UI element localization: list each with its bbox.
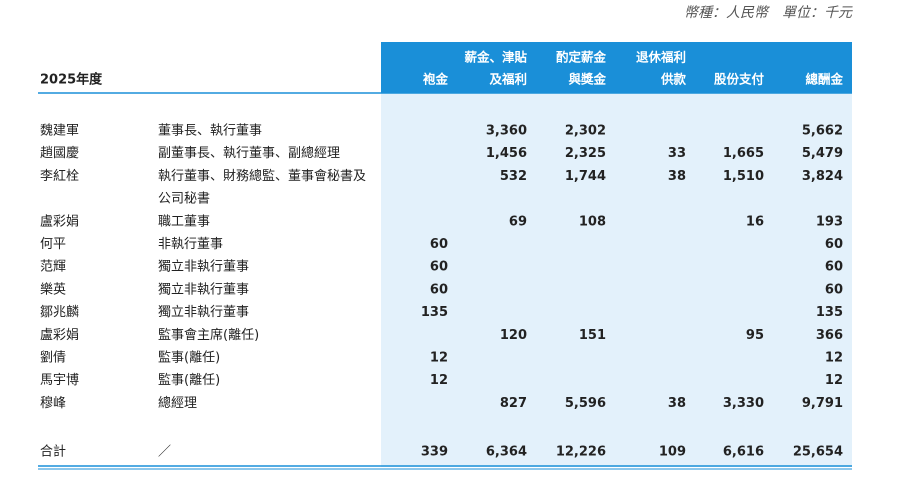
person-name: 合計 xyxy=(40,444,66,460)
amount: 2,302 xyxy=(565,124,606,139)
amount: 5,596 xyxy=(565,396,606,411)
amount: 38 xyxy=(668,396,686,411)
amount: 5,662 xyxy=(802,124,843,139)
role: 副董事長、執行董事、副總經理 xyxy=(158,145,340,161)
amount: 2,325 xyxy=(565,146,606,161)
amount: 109 xyxy=(659,445,686,460)
role: 職工董事 xyxy=(158,214,210,229)
person-name: 盧彩娟 xyxy=(40,214,79,229)
amount: 33 xyxy=(668,146,686,161)
person-name: 穆峰 xyxy=(40,396,66,411)
amount: 532 xyxy=(500,169,527,184)
role: 總經理 xyxy=(158,395,197,411)
role: 董事長、執行董事 xyxy=(158,123,262,139)
role: 監事會主席(離任) xyxy=(158,327,259,343)
currency-note: 幣種：人民幣 單位：千元 xyxy=(684,5,853,21)
person-name: 李紅栓 xyxy=(40,169,79,184)
role: 公司秘書 xyxy=(158,192,210,207)
role: 監事(離任) xyxy=(158,372,220,388)
person-name: 何平 xyxy=(40,236,66,252)
amount: 108 xyxy=(579,214,606,229)
amount: 38 xyxy=(668,169,686,184)
amount: 60 xyxy=(825,260,843,275)
amount: 339 xyxy=(421,445,448,460)
column-header: 供款 xyxy=(660,72,687,87)
amount: 12 xyxy=(825,373,843,388)
amount: 3,824 xyxy=(802,169,843,184)
person-name: 范輝 xyxy=(40,260,66,275)
amount: 135 xyxy=(816,305,843,320)
amount: 95 xyxy=(746,328,764,343)
role: 非執行董事 xyxy=(158,236,223,252)
amount: 3,360 xyxy=(486,124,527,139)
person-name: 鄒兆麟 xyxy=(40,304,79,320)
amount: 135 xyxy=(421,305,448,320)
amount: 60 xyxy=(430,260,448,275)
amount: 1,665 xyxy=(723,146,764,161)
amount: 6,364 xyxy=(486,445,527,460)
amount: 1,744 xyxy=(565,169,606,184)
column-header: 酌定薪金 xyxy=(556,50,607,65)
amount: 5,479 xyxy=(802,146,843,161)
person-name: 樂英 xyxy=(40,281,66,297)
person-name: 魏建軍 xyxy=(40,124,79,139)
column-shade xyxy=(381,93,852,467)
amount: 9,791 xyxy=(802,396,843,411)
amount: 366 xyxy=(816,328,843,343)
amount: 60 xyxy=(825,237,843,252)
amount: 60 xyxy=(430,282,448,297)
amount: 12 xyxy=(430,351,448,366)
column-header: 股份支付 xyxy=(714,72,765,87)
header-band xyxy=(381,42,852,93)
amount: 12 xyxy=(825,351,843,366)
amount: 6,616 xyxy=(723,445,764,460)
amount: 1,510 xyxy=(723,169,764,184)
amount: 120 xyxy=(500,328,527,343)
amount: 16 xyxy=(746,214,764,229)
person-name: 盧彩娟 xyxy=(40,328,79,343)
role: 監事(離任) xyxy=(158,350,220,366)
amount: 193 xyxy=(816,214,843,229)
amount: 827 xyxy=(500,396,527,411)
amount: 12 xyxy=(430,373,448,388)
amount: 151 xyxy=(579,328,606,343)
column-header: 薪金、津貼 xyxy=(464,50,527,65)
amount: 60 xyxy=(825,282,843,297)
amount: 1,456 xyxy=(486,146,527,161)
amount: 3,330 xyxy=(723,396,764,411)
role: 獨立非執行董事 xyxy=(158,259,249,275)
role: 獨立非執行董事 xyxy=(158,304,249,320)
column-header: 總酬金 xyxy=(805,72,843,87)
amount: 25,654 xyxy=(793,445,843,460)
role: ／ xyxy=(158,445,171,460)
column-header: 與獎金 xyxy=(568,72,606,87)
column-header: 退休福利 xyxy=(636,50,686,65)
role: 執行董事、財務總監、董事會秘書及 xyxy=(158,168,366,184)
column-header: 及福利 xyxy=(489,72,527,87)
person-name: 劉倩 xyxy=(40,351,66,366)
column-header: 袍金 xyxy=(422,72,449,87)
amount: 69 xyxy=(509,214,527,229)
amount: 12,226 xyxy=(556,445,606,460)
amount: 60 xyxy=(430,237,448,252)
person-name: 趙國慶 xyxy=(40,145,79,161)
role: 獨立非執行董事 xyxy=(158,281,249,297)
year-label: 2025年度 xyxy=(40,72,103,88)
person-name: 馬宇博 xyxy=(40,373,79,388)
